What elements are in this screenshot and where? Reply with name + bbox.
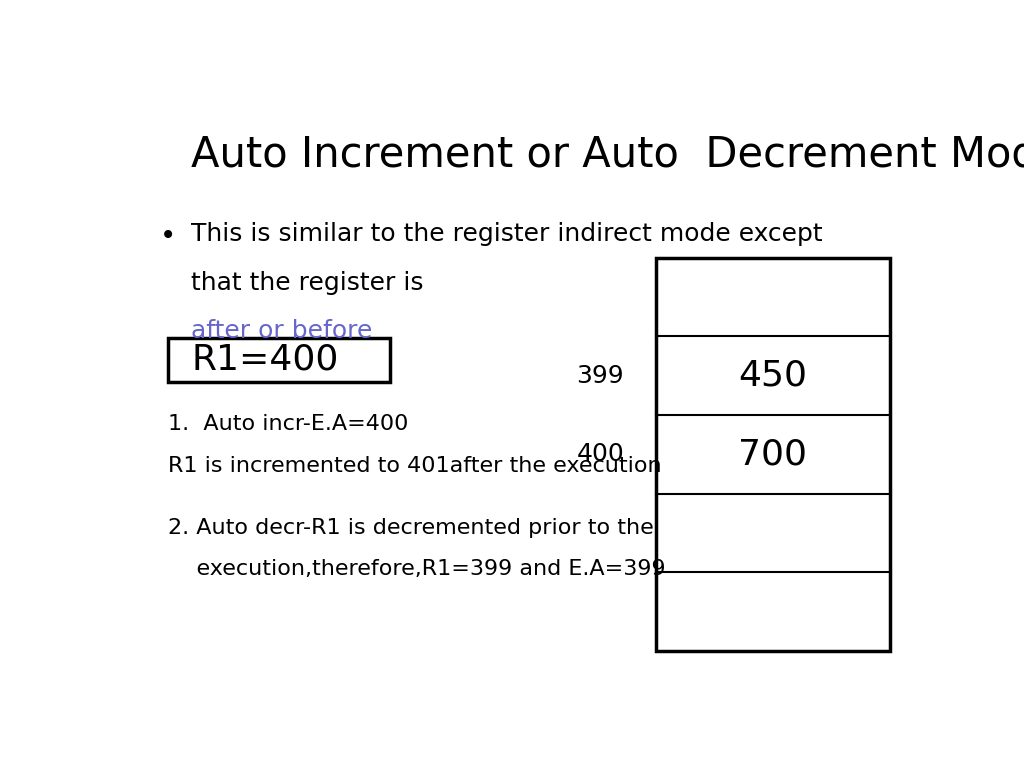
Text: •: • (160, 222, 176, 250)
Text: R1 is incremented to 401after the execution: R1 is incremented to 401after the execut… (168, 456, 662, 476)
FancyBboxPatch shape (168, 338, 390, 382)
Text: that the register is: that the register is (191, 271, 432, 295)
Text: 399: 399 (577, 364, 624, 388)
Text: 2. Auto decr-R1 is decremented prior to the: 2. Auto decr-R1 is decremented prior to … (168, 518, 653, 538)
Text: Auto Increment or Auto  Decrement Mode: Auto Increment or Auto Decrement Mode (191, 134, 1024, 176)
Text: 1.  Auto incr-E.A=400: 1. Auto incr-E.A=400 (168, 415, 408, 435)
Text: execution,therefore,R1=399 and E.A=399: execution,therefore,R1=399 and E.A=399 (168, 559, 666, 579)
Text: after or before: after or before (191, 319, 373, 343)
Text: 450: 450 (738, 359, 807, 392)
Text: 400: 400 (577, 442, 624, 466)
Text: 700: 700 (738, 437, 807, 472)
FancyBboxPatch shape (655, 258, 890, 651)
Text: This is similar to the register indirect mode except: This is similar to the register indirect… (191, 222, 823, 247)
Text: R1=400: R1=400 (191, 343, 339, 377)
